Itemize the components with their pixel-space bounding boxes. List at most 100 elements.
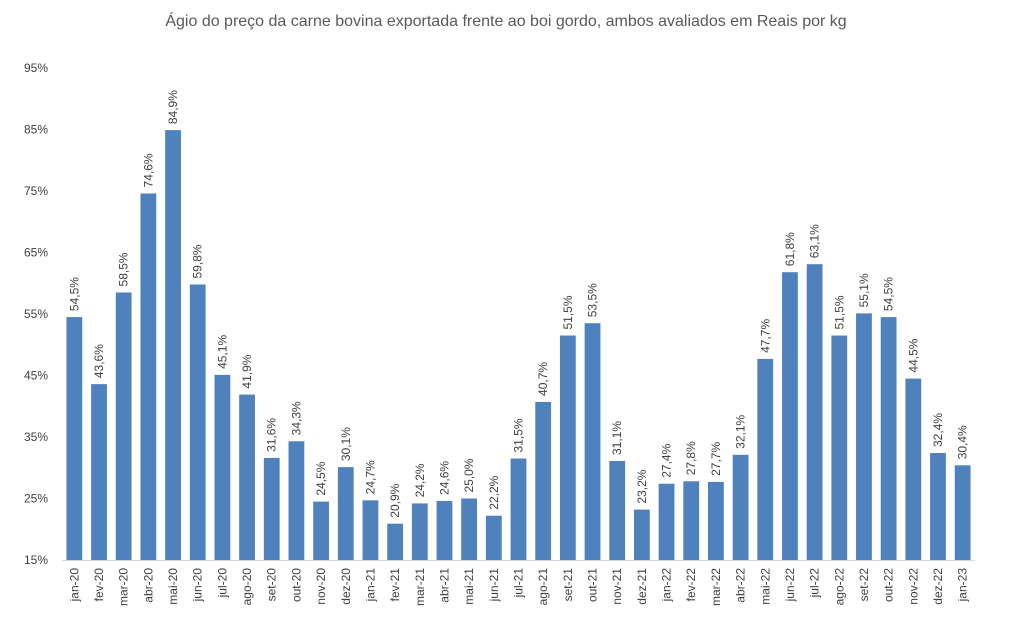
x-tick-label: jan-21 [363, 568, 377, 603]
bar-data-label: 25,0% [462, 458, 476, 492]
bar [683, 481, 700, 560]
bar [559, 335, 576, 560]
bar [115, 292, 132, 560]
y-tick-label: 35% [24, 430, 48, 444]
x-tick-label: out-22 [882, 568, 896, 602]
x-tick-label: jun-22 [783, 568, 797, 603]
x-tick-label: mai-22 [758, 568, 772, 605]
y-tick-label: 15% [24, 553, 48, 567]
bar-data-label: 74,6% [141, 153, 155, 187]
bar [856, 313, 872, 560]
bar [436, 500, 453, 560]
bar [930, 452, 946, 560]
bar-data-label: 27,7% [709, 442, 723, 476]
bar-data-label: 22,2% [487, 475, 501, 509]
x-tick-label: mar-22 [709, 568, 723, 606]
x-tick-label: jun-21 [487, 568, 501, 603]
y-tick-label: 85% [24, 123, 48, 137]
x-tick-label: dez-22 [931, 568, 945, 605]
bar-data-label: 44,5% [906, 338, 920, 372]
x-tick-label: mai-20 [166, 568, 180, 605]
bar-data-label: 32,1% [734, 414, 748, 448]
x-tick-label: abr-20 [141, 568, 155, 603]
bar-data-label: 32,4% [931, 413, 945, 447]
bar-data-label: 30,4% [956, 425, 970, 459]
x-tick-label: dez-21 [635, 568, 649, 605]
bar-data-label: 31,1% [610, 421, 624, 455]
x-tick-label: mar-21 [413, 568, 427, 606]
data-labels-group: 54,5% 43,6% 58,5% 74,6% 84,9% 59,8% 45,1% 41,9%… [67, 90, 969, 518]
bar-data-label: 54,5% [882, 277, 896, 311]
bar-data-label: 24,6% [437, 461, 451, 495]
bar [510, 458, 527, 560]
bar-data-label: 40,7% [536, 362, 550, 396]
bar-data-label: 24,5% [314, 461, 328, 495]
x-tick-label: set-22 [857, 568, 871, 602]
y-tick-label: 95% [24, 61, 48, 75]
bar-data-label: 55,1% [857, 273, 871, 307]
bar [461, 498, 478, 560]
bar [584, 323, 601, 560]
bar [633, 509, 650, 560]
x-tick-label: set-21 [561, 568, 575, 602]
x-tick-label: ago-20 [240, 568, 254, 606]
x-tick-label: jun-20 [191, 568, 205, 603]
bar-data-label: 54,5% [67, 277, 81, 311]
bar-data-label: 84,9% [166, 90, 180, 124]
bar [189, 284, 206, 560]
bar [732, 454, 749, 560]
bar-data-label: 43,6% [92, 344, 106, 378]
x-tick-label: abr-21 [437, 568, 451, 603]
bar-data-label: 58,5% [117, 252, 131, 286]
bar [411, 503, 428, 560]
bar [954, 465, 971, 560]
bar [658, 483, 675, 560]
bar-data-label: 47,7% [758, 319, 772, 353]
bar-data-label: 24,7% [363, 460, 377, 494]
x-tick-label: nov-20 [314, 568, 328, 605]
x-tick-label: ago-21 [536, 568, 550, 606]
bar-data-label: 30,1% [339, 427, 353, 461]
bar-data-label: 24,2% [413, 463, 427, 497]
bar-data-label: 34,3% [289, 401, 303, 435]
bar-data-label: 31,6% [265, 418, 279, 452]
bar [91, 384, 107, 560]
bar [485, 515, 502, 560]
bar-data-label: 20,9% [388, 483, 402, 517]
x-tick-label: nov-21 [610, 568, 624, 605]
bar [387, 523, 404, 560]
chart-title: Ágio do preço da carne bovina exportada … [165, 11, 846, 30]
bar [880, 317, 897, 560]
bar [362, 500, 379, 560]
bar [239, 394, 255, 560]
y-axis: 15% 25% 35% 45% 55% 65% 75% 85% 95% [24, 61, 48, 567]
bar-data-label: 51,5% [832, 295, 846, 329]
bar [337, 467, 354, 560]
bar-data-label: 61,8% [783, 232, 797, 266]
bar [831, 335, 848, 560]
x-axis: jan-20 fev-20 mar-20 abr-20 mai-20 jun-20 jul-… [62, 560, 975, 606]
bar-data-label: 27,8% [684, 441, 698, 475]
bar [263, 457, 280, 560]
y-tick-label: 45% [24, 369, 48, 383]
y-tick-label: 65% [24, 246, 48, 260]
bar-data-label: 53,5% [586, 283, 600, 317]
bar-data-label: 45,1% [215, 335, 229, 369]
bar [905, 378, 922, 560]
x-tick-label: jan-22 [660, 568, 674, 603]
bars-group [66, 130, 971, 561]
bar [140, 193, 157, 560]
x-tick-label: abr-22 [734, 568, 748, 603]
y-tick-label: 75% [24, 184, 48, 198]
bar [708, 481, 724, 560]
bar [214, 374, 231, 560]
x-tick-label: mai-21 [462, 568, 476, 605]
x-tick-label: out-20 [289, 568, 303, 602]
bar [165, 130, 181, 561]
x-tick-label: set-20 [265, 568, 279, 602]
x-tick-label: jul-20 [215, 568, 229, 599]
bar [288, 441, 305, 560]
bar-data-label: 31,5% [512, 418, 526, 452]
